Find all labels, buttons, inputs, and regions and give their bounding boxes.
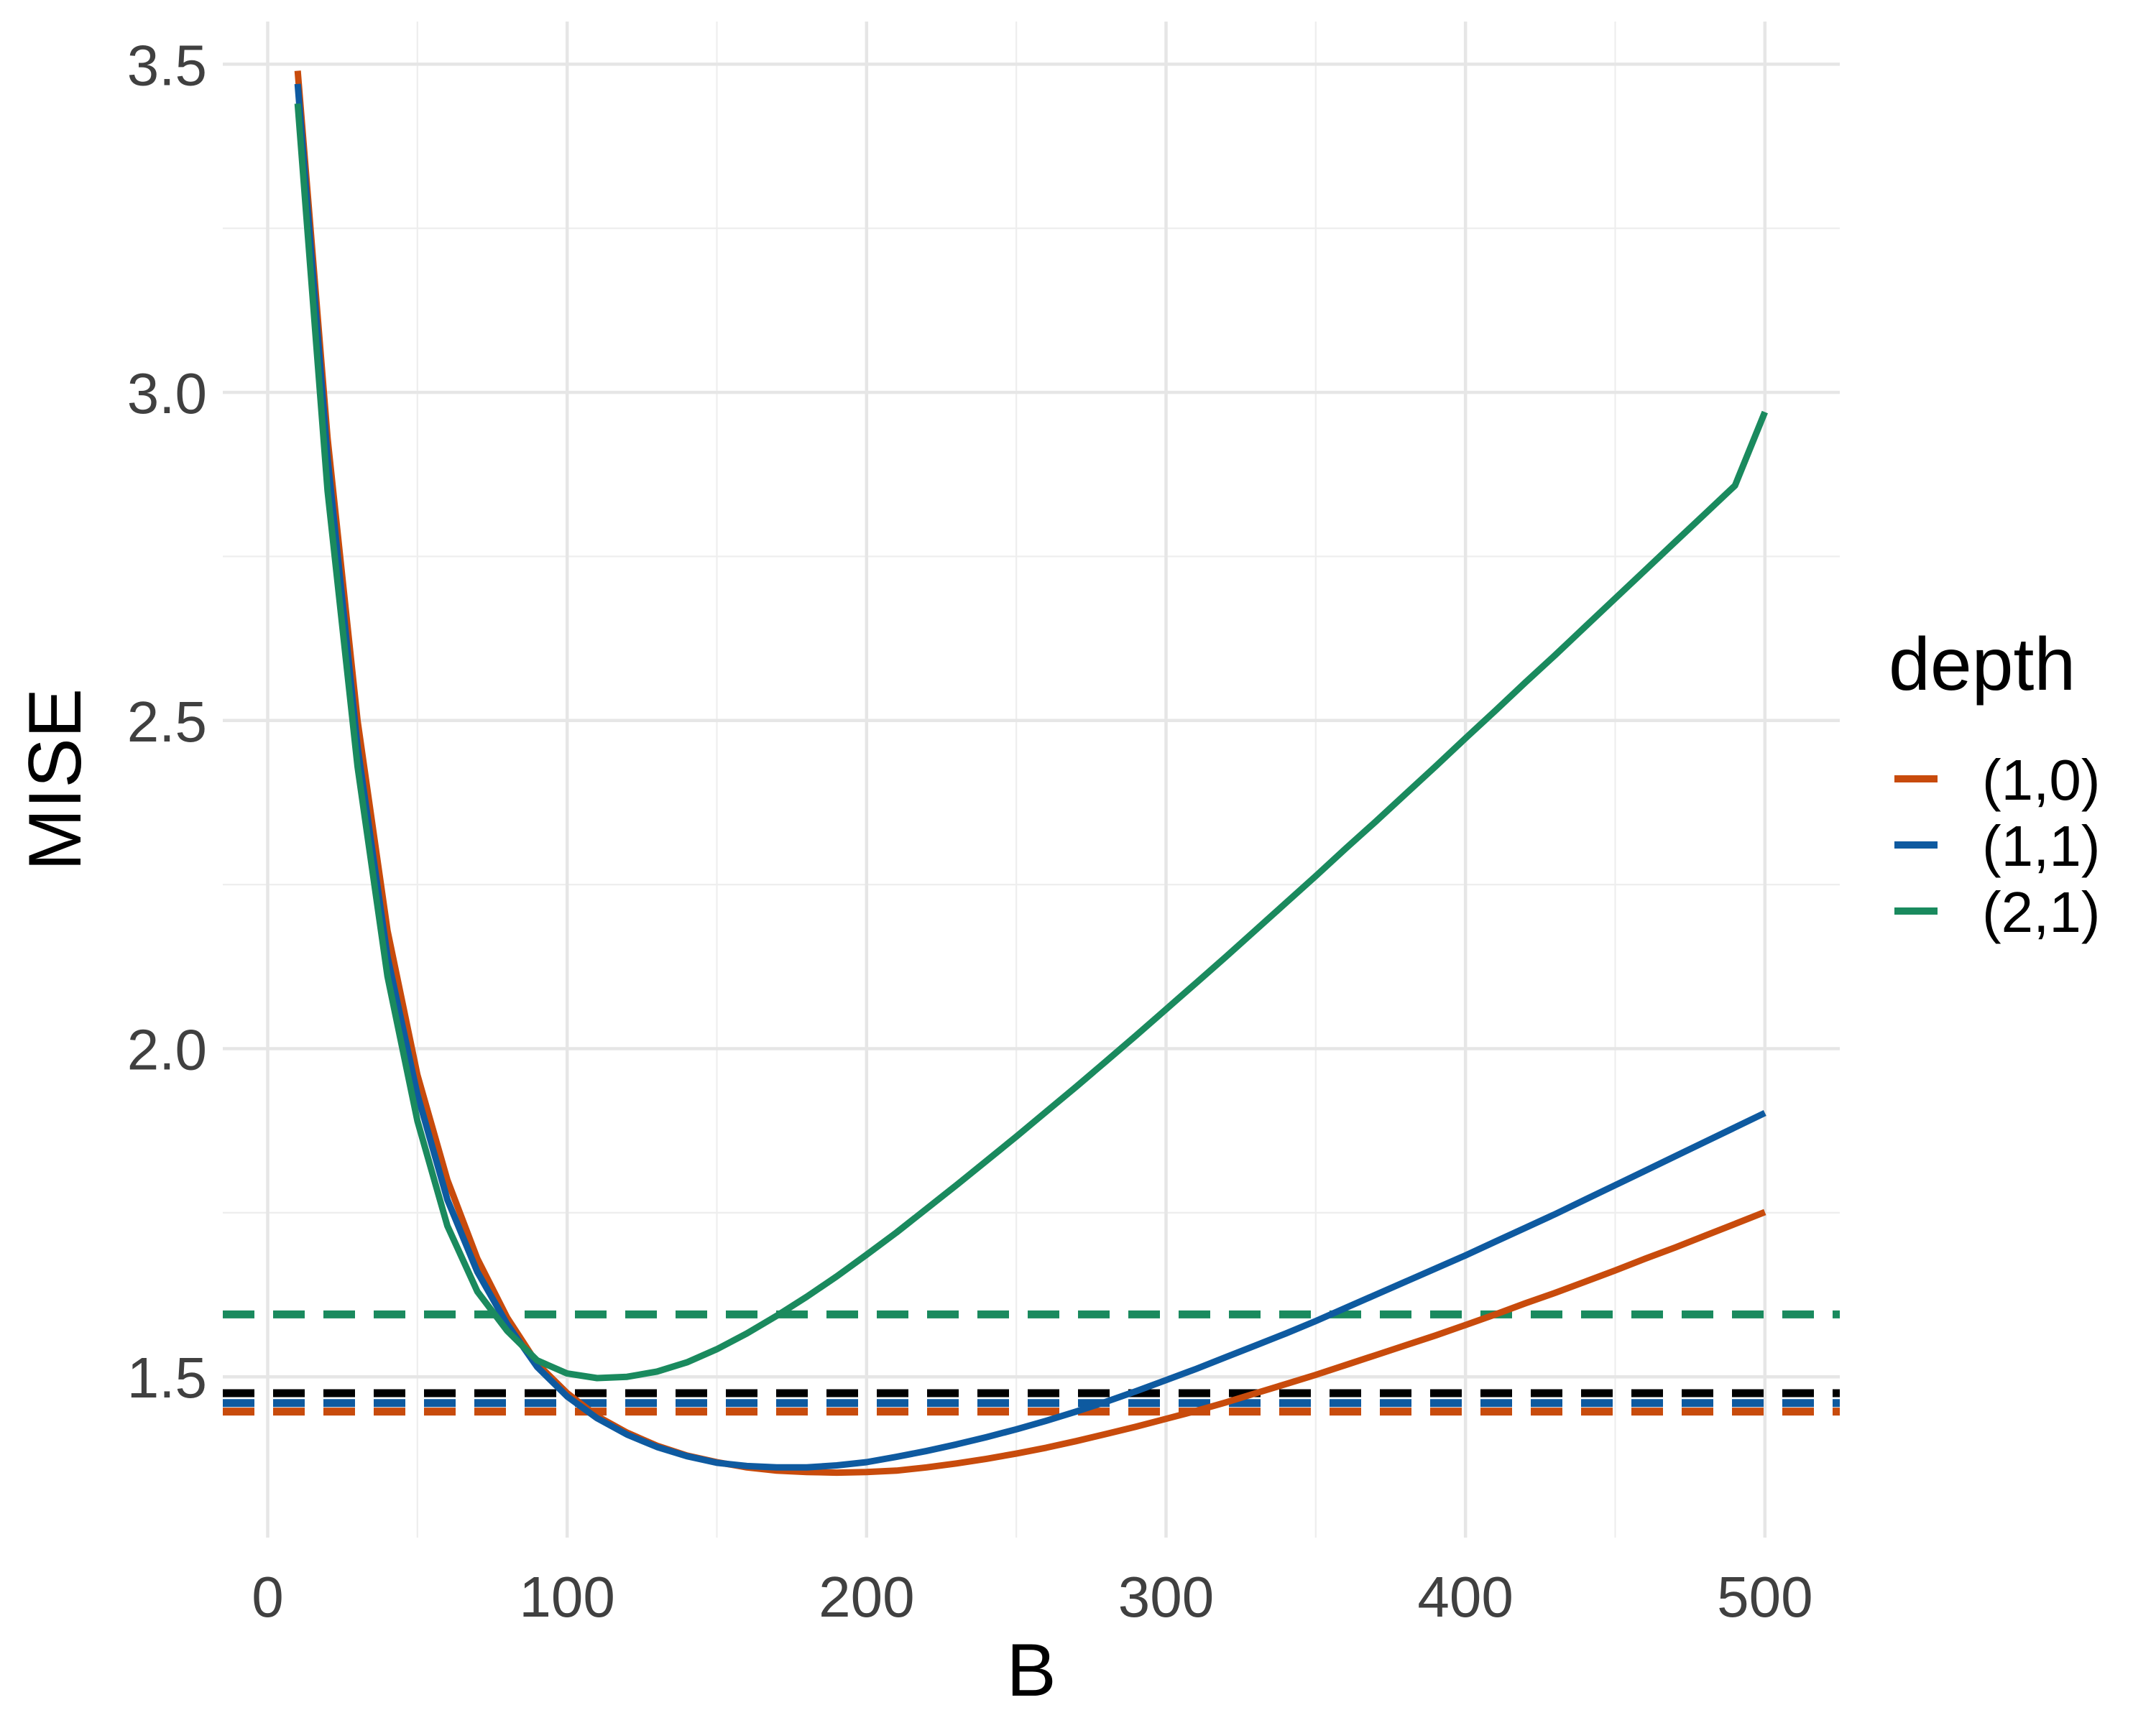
legend-label-(1,0): (1,0) (1982, 748, 2101, 812)
y-tick-label: 2.5 (127, 690, 207, 754)
y-tick-label: 1.5 (127, 1346, 207, 1410)
legend-label-(1,1): (1,1) (1982, 814, 2101, 878)
y-axis-ticks: 1.5 2.0 2.5 3.0 3.5 (127, 33, 207, 1410)
y-axis-title: MISE (14, 688, 97, 871)
legend: depth (1,0)(1,1)(2,1) (1889, 623, 2101, 944)
y-tick-label: 2.0 (127, 1018, 207, 1082)
y-tick-label: 3.5 (127, 33, 207, 97)
x-tick-label: 0 (252, 1565, 284, 1629)
series-line-(1,1) (294, 83, 1766, 1471)
series-lines (294, 70, 1768, 1477)
x-tick-label: 300 (1118, 1565, 1214, 1629)
x-tick-label: 500 (1717, 1565, 1812, 1629)
grid (223, 22, 1840, 1538)
x-tick-label: 100 (519, 1565, 614, 1629)
legend-title: depth (1889, 623, 2076, 706)
x-axis-ticks: 0 100 200 300 400 500 (252, 1565, 1812, 1629)
y-tick-label: 3.0 (127, 361, 207, 425)
series-line-(1,0) (294, 70, 1766, 1477)
x-tick-label: 200 (819, 1565, 914, 1629)
reference-lines (223, 1310, 1840, 1416)
legend-label-(2,1): (2,1) (1982, 880, 2101, 944)
series-line-(2,1) (294, 103, 1768, 1382)
x-axis-title: B (1006, 1629, 1056, 1712)
x-tick-label: 400 (1417, 1565, 1513, 1629)
legend-items: (1,0)(1,1)(2,1) (1894, 748, 2101, 944)
